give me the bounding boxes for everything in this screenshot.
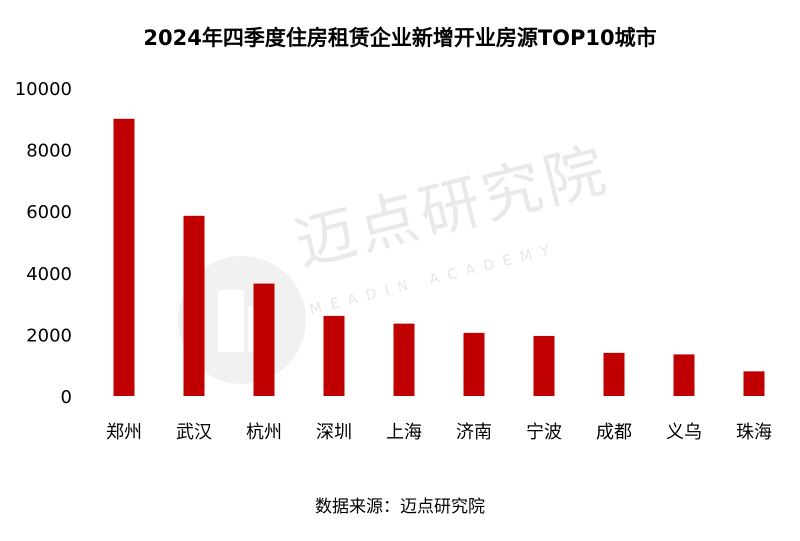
x-tick-label: 深圳: [316, 422, 352, 443]
y-tick-label: 0: [61, 387, 72, 408]
y-tick-label: 4000: [26, 264, 72, 285]
bar-义乌: [673, 354, 695, 396]
x-tick-label: 郑州: [106, 422, 142, 443]
x-tick-label: 珠海: [736, 422, 772, 443]
bar-宁波: [533, 335, 555, 396]
y-tick-label: 8000: [26, 141, 72, 162]
y-axis: 0 2000 4000 6000 8000 10000: [15, 79, 72, 408]
chart-title: 2024年四季度住房租赁企业新增开业房源TOP10城市: [143, 26, 657, 50]
bar-成都: [603, 352, 625, 396]
bar-武汉: [183, 215, 205, 396]
bar-上海: [393, 323, 415, 396]
bar-济南: [463, 332, 485, 396]
source-note: 数据来源：迈点研究院: [315, 497, 485, 517]
bar-深圳: [323, 315, 345, 396]
x-tick-label: 济南: [456, 422, 492, 443]
bar-杭州: [253, 283, 275, 396]
bar-郑州: [113, 118, 135, 397]
x-tick-label: 义乌: [666, 422, 702, 443]
x-tick-label: 武汉: [176, 422, 212, 443]
y-tick-label: 2000: [26, 325, 72, 346]
x-tick-label: 杭州: [246, 422, 282, 443]
x-tick-label: 成都: [596, 422, 632, 443]
bar-珠海: [743, 371, 765, 396]
x-axis: 郑州 武汉 杭州 深圳 上海 济南 宁波 成都 义乌 珠海: [106, 422, 772, 443]
y-tick-label: 10000: [15, 79, 72, 100]
x-tick-label: 上海: [386, 422, 422, 443]
y-tick-label: 6000: [26, 202, 72, 223]
x-tick-label: 宁波: [526, 422, 562, 443]
bars: [113, 118, 765, 397]
